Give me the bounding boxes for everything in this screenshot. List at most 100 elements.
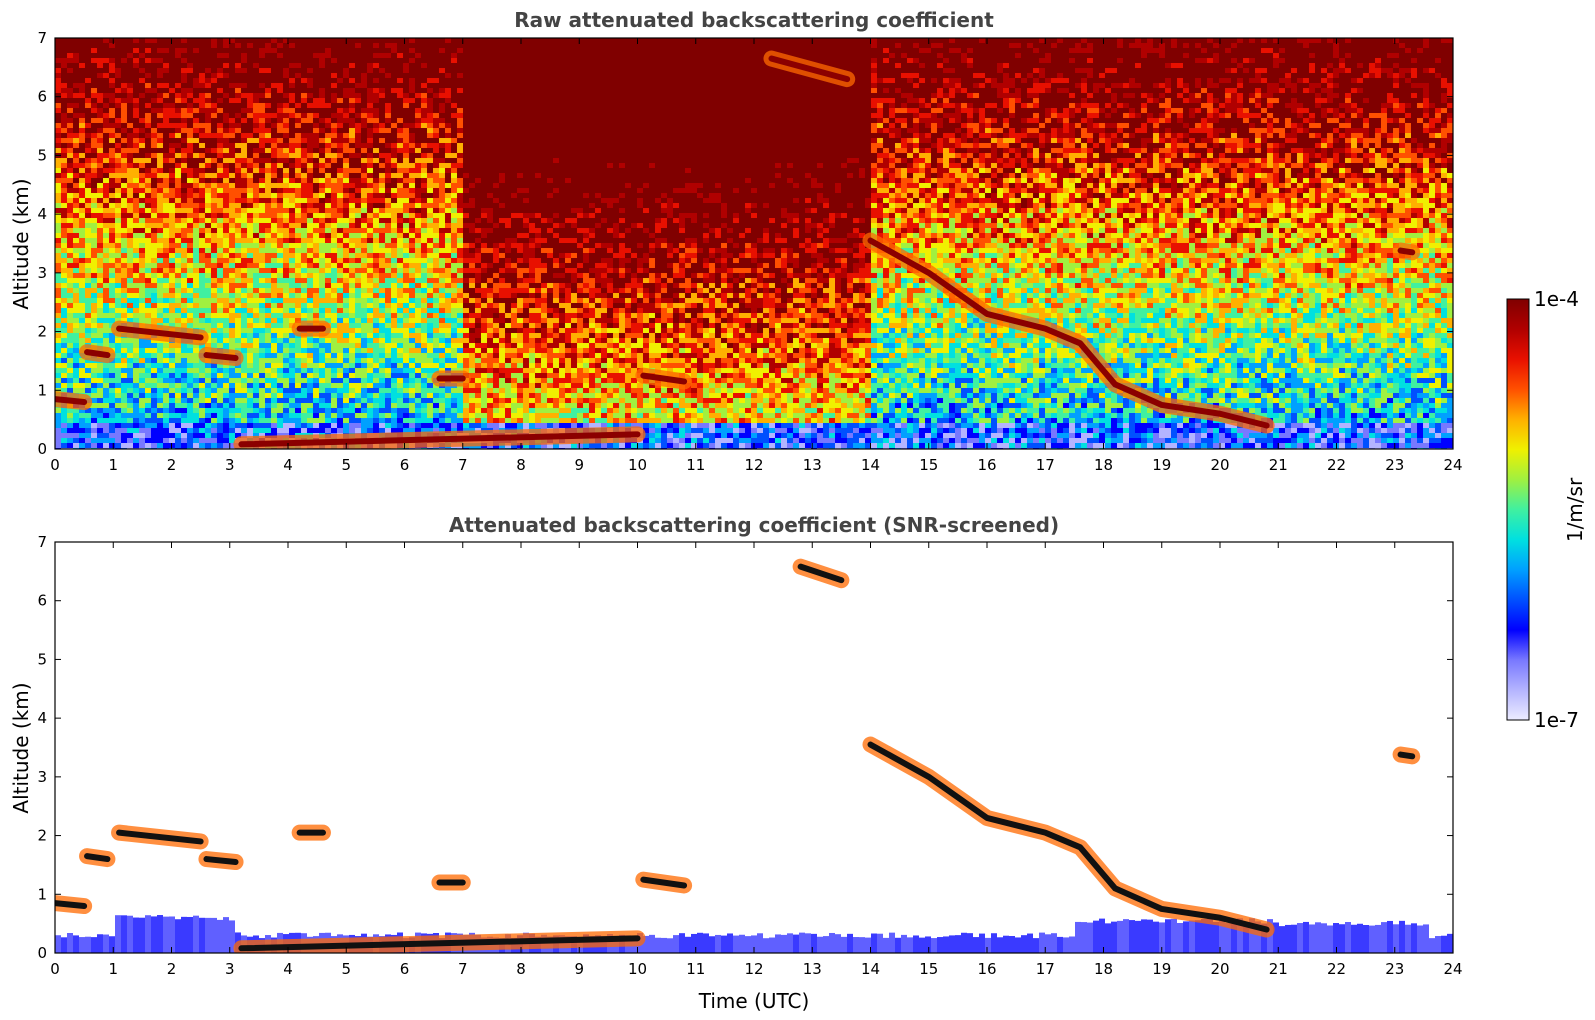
field-cell bbox=[1123, 73, 1129, 78]
field-cell bbox=[619, 78, 625, 83]
field-cell bbox=[397, 83, 403, 88]
field-cell bbox=[1393, 53, 1399, 58]
field-cell bbox=[613, 128, 619, 133]
field-cell bbox=[541, 98, 547, 103]
field-cell bbox=[1033, 93, 1039, 98]
field-cell bbox=[1321, 53, 1327, 58]
field-cell bbox=[313, 118, 319, 123]
field-cell bbox=[1429, 63, 1435, 68]
field-cell bbox=[469, 128, 475, 133]
field-cell bbox=[145, 58, 151, 63]
field-cell bbox=[757, 48, 763, 53]
field-cell bbox=[1231, 138, 1237, 143]
field-cell bbox=[601, 48, 607, 53]
field-cell bbox=[721, 58, 727, 63]
field-cell bbox=[745, 83, 751, 88]
field-cell bbox=[1405, 118, 1411, 123]
field-cell bbox=[1297, 118, 1303, 123]
field-cell bbox=[85, 118, 91, 123]
field-cell bbox=[1375, 108, 1381, 113]
field-cell bbox=[1261, 123, 1267, 128]
field-cell bbox=[271, 53, 277, 58]
field-cell bbox=[1063, 113, 1069, 118]
field-cell bbox=[223, 48, 229, 53]
field-cell bbox=[289, 63, 295, 68]
field-cell bbox=[433, 38, 439, 43]
field-cell bbox=[229, 138, 235, 143]
field-cell bbox=[277, 43, 283, 48]
field-cell bbox=[61, 68, 67, 73]
field-cell bbox=[391, 43, 397, 48]
field-cell bbox=[559, 138, 565, 143]
field-cell bbox=[1285, 83, 1291, 88]
field-cell bbox=[1123, 103, 1129, 108]
field-cell bbox=[403, 43, 409, 48]
field-cell bbox=[1447, 53, 1453, 58]
field-cell bbox=[175, 63, 181, 68]
field-cell bbox=[1279, 108, 1285, 113]
field-cell bbox=[619, 123, 625, 128]
field-cell bbox=[793, 38, 799, 43]
field-cell bbox=[1171, 133, 1177, 138]
field-cell bbox=[1033, 123, 1039, 128]
field-cell bbox=[1165, 133, 1171, 138]
field-cell bbox=[1249, 83, 1255, 88]
field-cell bbox=[1297, 103, 1303, 108]
field-cell bbox=[109, 88, 115, 93]
field-cell bbox=[553, 133, 559, 138]
field-cell bbox=[463, 58, 469, 63]
field-cell bbox=[1429, 138, 1435, 143]
field-cell bbox=[1099, 63, 1105, 68]
field-cell bbox=[301, 68, 307, 73]
field-cell bbox=[271, 58, 277, 63]
field-cell bbox=[859, 98, 865, 103]
field-cell bbox=[967, 83, 973, 88]
field-cell bbox=[631, 138, 637, 143]
field-cell bbox=[589, 128, 595, 133]
field-cell bbox=[1159, 113, 1165, 118]
field-cell bbox=[1021, 138, 1027, 143]
field-cell bbox=[1189, 118, 1195, 123]
field-cell bbox=[487, 98, 493, 103]
field-cell bbox=[361, 133, 367, 138]
field-cell bbox=[1165, 83, 1171, 88]
field-cell bbox=[973, 48, 979, 53]
field-cell bbox=[1105, 48, 1111, 53]
field-cell bbox=[721, 48, 727, 53]
field-cell bbox=[439, 53, 445, 58]
field-cell bbox=[373, 118, 379, 123]
field-cell bbox=[1201, 103, 1207, 108]
field-cell bbox=[1135, 123, 1141, 128]
field-cell bbox=[643, 43, 649, 48]
field-cell bbox=[643, 78, 649, 83]
field-cell bbox=[691, 68, 697, 73]
field-cell bbox=[547, 113, 553, 118]
field-cell bbox=[463, 73, 469, 78]
field-cell bbox=[1123, 123, 1129, 128]
field-cell bbox=[397, 73, 403, 78]
field-cell bbox=[703, 38, 709, 43]
field-cell bbox=[733, 43, 739, 48]
field-cell bbox=[493, 53, 499, 58]
field-cell bbox=[907, 68, 913, 73]
field-cell bbox=[301, 138, 307, 143]
field-cell bbox=[1123, 98, 1129, 103]
field-cell bbox=[781, 43, 787, 48]
field-cell bbox=[307, 113, 313, 118]
field-cell bbox=[1411, 93, 1417, 98]
field-cell bbox=[559, 43, 565, 48]
field-cell bbox=[169, 98, 175, 103]
field-cell bbox=[1183, 118, 1189, 123]
field-cell bbox=[355, 58, 361, 63]
field-cell bbox=[1393, 58, 1399, 63]
field-cell bbox=[331, 143, 337, 148]
field-cell bbox=[619, 103, 625, 108]
field-cell bbox=[673, 123, 679, 128]
field-cell bbox=[703, 88, 709, 93]
field-cell bbox=[1411, 103, 1417, 108]
field-cell bbox=[703, 68, 709, 73]
field-cell bbox=[241, 78, 247, 83]
field-cell bbox=[1075, 93, 1081, 98]
field-cell bbox=[619, 68, 625, 73]
field-cell bbox=[637, 133, 643, 138]
